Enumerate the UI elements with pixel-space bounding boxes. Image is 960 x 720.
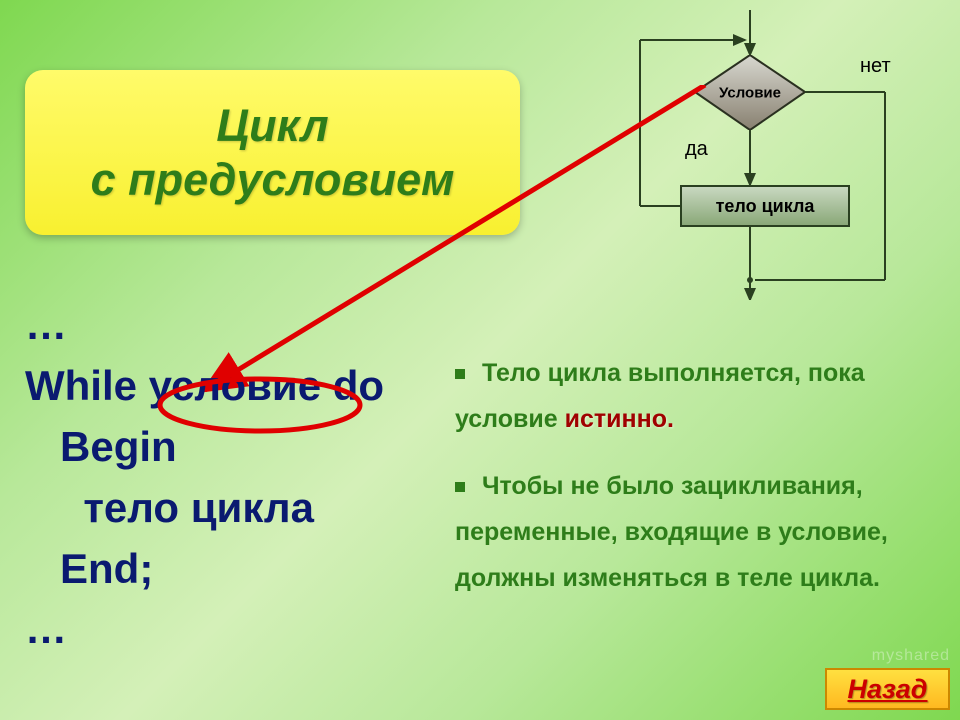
label-yes: да xyxy=(685,138,708,161)
flowchart-svg xyxy=(580,10,930,300)
condition-diamond: Условие xyxy=(695,55,805,130)
flowchart: Условие тело цикла да нет xyxy=(580,10,930,300)
bullet-2: Чтобы не было зацикливания, переменные, … xyxy=(455,463,945,602)
back-button[interactable]: Назад xyxy=(825,668,950,710)
body-label: тело цикла xyxy=(716,196,815,217)
title-text: Цикл с предусловием xyxy=(91,99,455,207)
bullet-marker-icon xyxy=(455,369,465,379)
bullet-marker-icon xyxy=(455,482,465,492)
bullet-list: Тело цикла выполняется, пока условие ист… xyxy=(455,350,945,621)
code-line-3: тело цикла xyxy=(25,478,384,539)
code-line-4: End; xyxy=(25,539,384,600)
back-button-label: Назад xyxy=(848,674,928,705)
code-block: … While условие do Begin тело цикла End;… xyxy=(25,295,384,660)
bullet-2-pre: Чтобы не было зацикливания, переменные, … xyxy=(455,472,888,593)
label-no: нет xyxy=(860,55,891,78)
title-line1: Цикл xyxy=(216,100,328,151)
bullet-1-highlight: истинно. xyxy=(565,405,674,433)
bullet-1: Тело цикла выполняется, пока условие ист… xyxy=(455,350,945,443)
diamond-label: Условие xyxy=(719,84,781,101)
watermark: myshared xyxy=(872,647,950,665)
code-line-2: Begin xyxy=(25,417,384,478)
title-line2: с предусловием xyxy=(91,154,455,205)
loop-body-box: тело цикла xyxy=(680,185,850,227)
code-line-1: While условие do xyxy=(25,356,384,417)
code-line-5: … xyxy=(25,599,384,660)
code-line-0: … xyxy=(25,295,384,356)
title-box: Цикл с предусловием xyxy=(25,70,520,235)
